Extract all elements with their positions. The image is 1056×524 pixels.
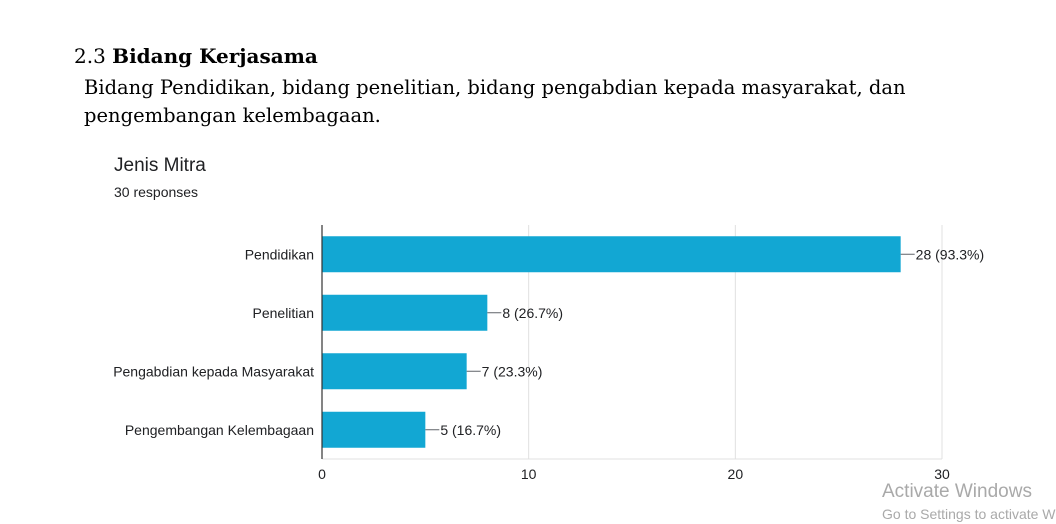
value-label: 8 (26.7%) xyxy=(502,305,563,321)
bar xyxy=(322,353,467,390)
x-tick-label: 10 xyxy=(521,466,537,482)
activate-windows-subtitle: Go to Settings to activate Windows. xyxy=(882,506,1056,522)
bar xyxy=(322,294,488,331)
bar xyxy=(322,411,426,448)
category-label: Penelitian xyxy=(253,305,315,321)
category-label: Pengabdian kepada Masyarakat xyxy=(113,363,314,379)
category-label: Pendidikan xyxy=(245,246,314,262)
x-tick-label: 0 xyxy=(318,466,326,482)
x-tick-label: 30 xyxy=(934,466,950,482)
chart-subtitle: 30 responses xyxy=(114,184,199,200)
paragraph-line: Bidang Pendidikan, bidang penelitian, bi… xyxy=(84,76,906,99)
x-tick-label: 20 xyxy=(728,466,744,482)
section-heading: 2.3 Bidang Kerjasama xyxy=(74,44,318,68)
value-label: 5 (16.7%) xyxy=(440,422,501,438)
section-paragraph: Bidang Pendidikan, bidang penelitian, bi… xyxy=(84,74,984,130)
value-label: 28 (93.3%) xyxy=(916,246,984,262)
section-title: Bidang Kerjasama xyxy=(112,44,318,68)
paragraph-line: pengembangan kelembagaan. xyxy=(84,104,381,127)
chart-title: Jenis Mitra xyxy=(114,155,206,176)
bar xyxy=(322,236,901,273)
activate-windows-title: Activate Windows xyxy=(882,481,1032,502)
value-label: 7 (23.3%) xyxy=(482,363,543,379)
section-number: 2.3 xyxy=(74,44,106,68)
category-label: Pengembangan Kelembagaan xyxy=(125,422,314,438)
